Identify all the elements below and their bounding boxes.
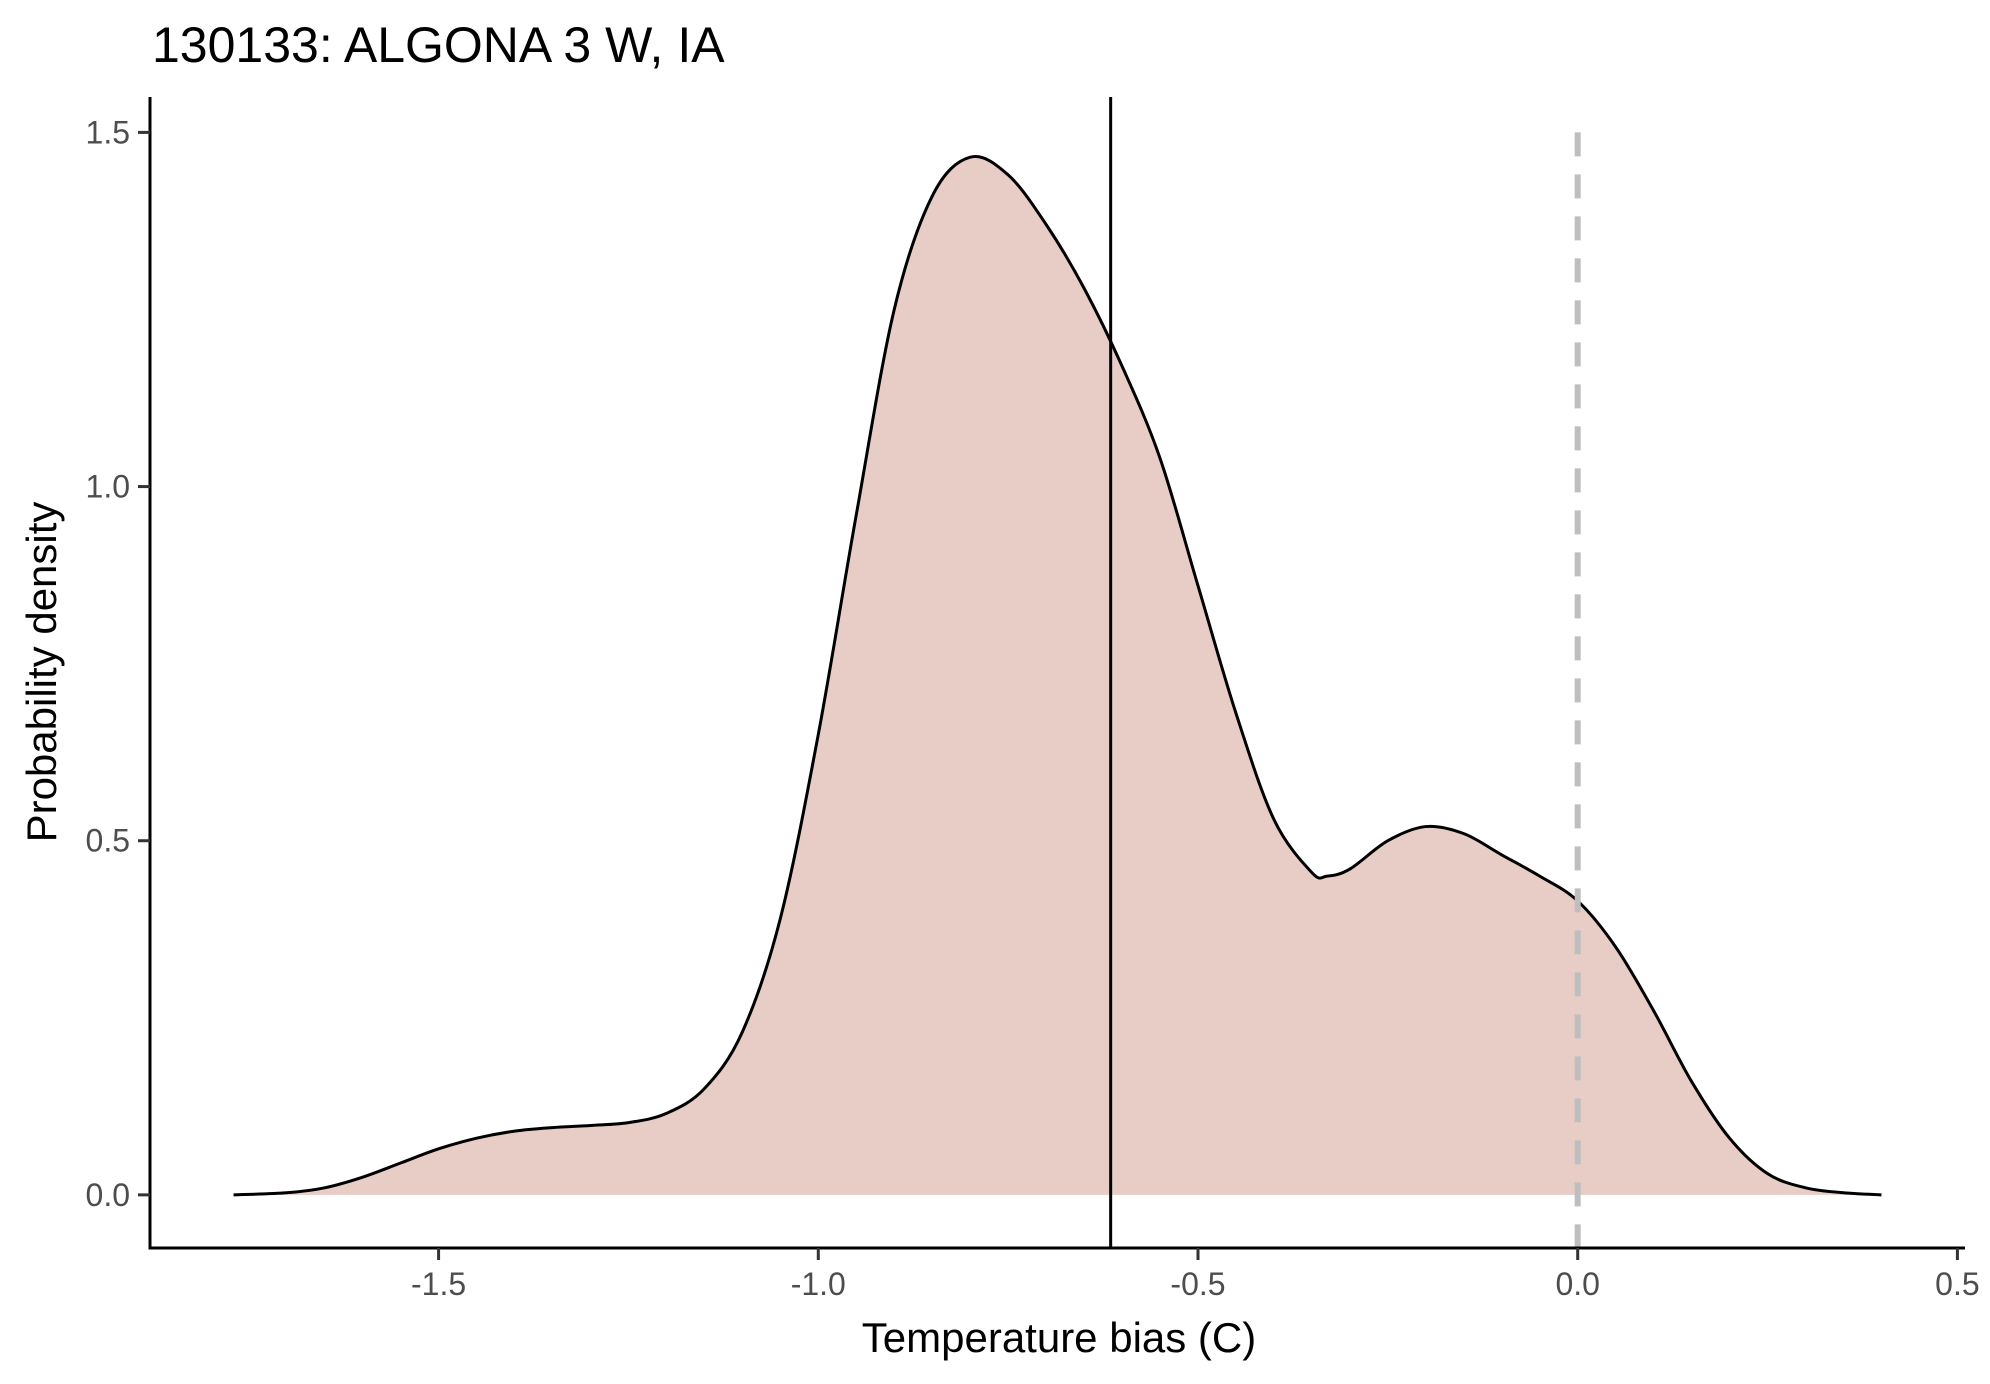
axes: -1.5 -1.0 -0.5 0.0 0.5 0.0 0.5 1.0 1.5 — [86, 97, 1980, 1302]
y-axis-title: Probability density — [18, 502, 65, 843]
x-tick-label: 0.0 — [1555, 1266, 1599, 1302]
chart-title: 130133: ALGONA 3 W, IA — [152, 17, 725, 73]
density-area-fill — [233, 156, 1882, 1195]
y-tick-label: 0.0 — [86, 1177, 130, 1213]
x-tick-label: -0.5 — [1170, 1266, 1225, 1302]
density-curve-line — [233, 154, 1882, 1197]
y-tick-label: 1.5 — [86, 114, 130, 150]
y-tick-label: 0.5 — [86, 823, 130, 859]
x-tick-label: -1.0 — [791, 1266, 846, 1302]
x-axis-title: Temperature bias (C) — [862, 1314, 1256, 1361]
x-tick-label: 0.5 — [1935, 1266, 1979, 1302]
x-tick-label: -1.5 — [411, 1266, 466, 1302]
y-tick-label: 1.0 — [86, 469, 130, 505]
plot-area — [233, 97, 1882, 1248]
